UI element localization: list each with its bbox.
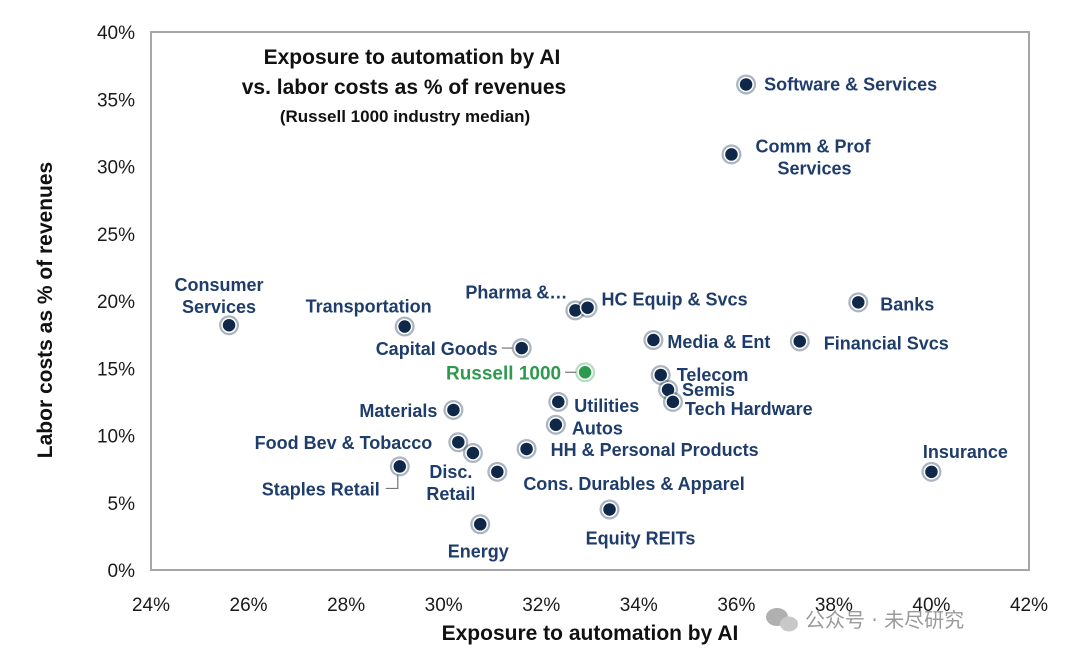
data-point — [450, 434, 467, 450]
data-point — [392, 458, 408, 475]
point-label: Services — [777, 158, 851, 178]
watermark: 公众号 · 未尽研究 — [766, 608, 964, 632]
data-point — [923, 464, 940, 480]
point-label: HC Equip & Svcs — [602, 290, 748, 310]
y-tick-label: 20% — [97, 292, 135, 313]
y-tick-label: 10% — [97, 427, 135, 448]
wechat-icon — [766, 608, 798, 632]
y-tick-label: 40% — [97, 23, 135, 44]
y-tick-label: 5% — [108, 494, 136, 515]
point-label: Transportation — [306, 297, 432, 317]
x-tick-label: 30% — [425, 595, 463, 616]
y-axis-label: Labor costs as % of revenues — [34, 162, 57, 458]
x-tick-label: 40% — [912, 595, 950, 616]
x-tick-label: 36% — [717, 595, 755, 616]
point-label: Cons. Durables & Apparel — [523, 474, 744, 494]
data-point — [489, 464, 506, 480]
data-point — [850, 294, 867, 311]
data-point — [513, 340, 530, 356]
leader-line — [385, 474, 399, 490]
data-point — [601, 501, 618, 518]
point-label: Services — [182, 297, 256, 317]
x-tick-label: 32% — [522, 595, 560, 616]
point-label: Equity REITs — [586, 528, 696, 548]
point-label: Capital Goods — [376, 339, 498, 359]
data-point — [221, 317, 237, 333]
data-point — [652, 367, 669, 383]
x-tick-label: 38% — [815, 595, 853, 616]
data-point — [396, 318, 413, 335]
point-label: Pharma &… — [465, 282, 567, 302]
y-tick-label: 35% — [97, 90, 135, 111]
point-label: Software & Services — [764, 74, 937, 94]
data-point — [791, 333, 808, 350]
point-label: Consumer — [175, 275, 264, 295]
watermark-text: 公众号 · 未尽研究 — [805, 608, 964, 632]
y-tick-label: 25% — [97, 225, 135, 246]
point-label: Disc. — [429, 462, 472, 482]
point-label: HH & Personal Products — [551, 440, 759, 460]
data-point — [738, 76, 754, 93]
chart-subtitle: (Russell 1000 industry median) — [280, 107, 530, 126]
data-points — [219, 74, 942, 535]
chart-title: Exposure to automation by AI — [264, 46, 561, 69]
plot-frame — [150, 31, 1030, 571]
y-axis-ticks: 0% 5% 10% 15% 20% 25% 30% 35% 40% — [97, 23, 135, 582]
data-point — [472, 516, 488, 533]
point-label: Media & Ent — [667, 332, 770, 352]
point-label: Food Bev & Tobacco — [255, 433, 433, 453]
x-tick-label: 24% — [132, 595, 170, 616]
point-label: Telecom — [677, 365, 749, 385]
y-tick-label: 30% — [97, 158, 135, 179]
point-label: Energy — [448, 541, 509, 561]
point-label: Staples Retail — [262, 479, 380, 499]
data-point — [645, 332, 662, 348]
x-tick-label: 34% — [620, 595, 658, 616]
point-label: Materials — [359, 401, 437, 421]
point-label: Retail — [426, 484, 475, 504]
point-label: Autos — [572, 419, 623, 439]
data-point — [445, 402, 462, 418]
x-tick-label: 26% — [230, 595, 268, 616]
data-point — [723, 146, 740, 163]
chart-title-line2: vs. labor costs as % of revenues — [242, 76, 566, 99]
x-axis-ticks: 24% 26% 28% 30% 32% 34% 36% 38% 40% 42% — [132, 595, 1048, 616]
data-point — [579, 299, 596, 316]
data-point — [518, 441, 535, 457]
point-label: Russell 1000 — [446, 363, 561, 384]
data-point — [465, 445, 481, 461]
point-label: Tech Hardware — [685, 399, 813, 419]
point-label: Financial Svcs — [824, 333, 949, 353]
data-point — [548, 416, 564, 433]
y-tick-label: 0% — [108, 561, 136, 582]
x-axis-label: Exposure to automation by AI — [442, 622, 739, 645]
data-point — [665, 394, 681, 410]
point-label: Banks — [880, 294, 934, 314]
y-tick-label: 15% — [97, 359, 135, 380]
point-label: Semis — [682, 380, 735, 400]
x-tick-label: 42% — [1010, 595, 1048, 616]
data-point — [577, 364, 593, 381]
point-label: Utilities — [574, 396, 639, 416]
data-point — [550, 394, 567, 410]
point-label: Insurance — [923, 442, 1008, 462]
x-tick-label: 28% — [327, 595, 365, 616]
point-label: Comm & Prof — [755, 136, 871, 156]
